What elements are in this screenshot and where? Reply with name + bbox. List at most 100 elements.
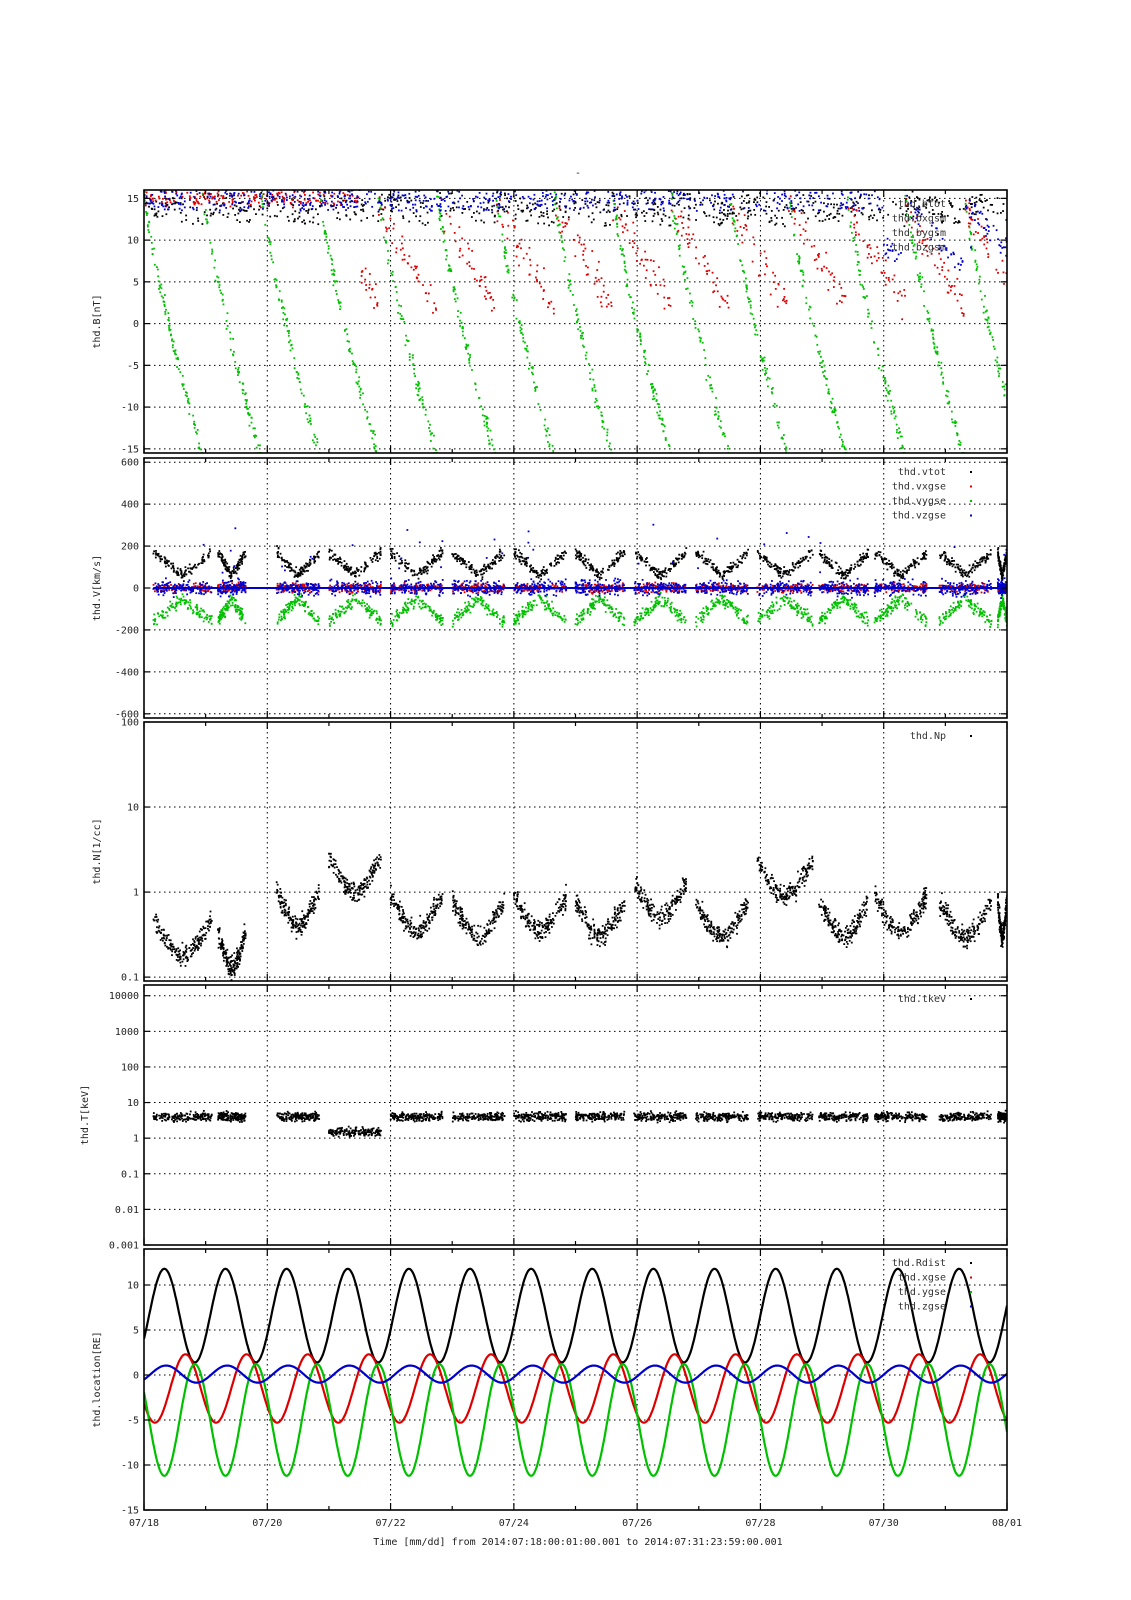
data-point xyxy=(489,562,492,565)
data-point xyxy=(634,208,637,211)
data-point xyxy=(965,210,968,213)
data-point xyxy=(770,565,773,568)
data-point xyxy=(718,305,721,308)
data-point xyxy=(232,353,234,356)
data-point xyxy=(289,570,291,572)
data-point xyxy=(404,570,407,573)
data-point xyxy=(439,192,441,194)
data-point xyxy=(695,551,698,554)
data-point xyxy=(193,203,196,206)
data-point xyxy=(755,203,757,206)
data-point xyxy=(914,257,917,260)
data-point xyxy=(812,197,815,199)
data-point xyxy=(441,549,444,552)
data-point xyxy=(876,246,879,249)
data-point xyxy=(378,196,381,199)
data-point xyxy=(788,570,790,573)
data-point xyxy=(347,565,349,568)
data-point xyxy=(987,256,990,258)
data-point xyxy=(980,225,983,228)
data-point xyxy=(544,418,547,421)
data-point xyxy=(197,447,200,449)
data-point xyxy=(802,209,804,212)
data-point xyxy=(899,573,902,576)
data-point xyxy=(287,564,290,567)
data-point xyxy=(528,362,531,365)
data-point xyxy=(785,195,787,198)
data-point xyxy=(921,276,924,279)
data-point xyxy=(561,552,564,554)
data-point xyxy=(442,232,445,235)
data-point xyxy=(438,205,441,207)
data-point xyxy=(478,570,481,573)
data-point xyxy=(904,294,906,297)
data-point xyxy=(853,567,855,570)
data-point xyxy=(965,199,967,202)
data-point xyxy=(391,210,393,213)
data-point xyxy=(223,564,225,567)
data-point xyxy=(891,242,894,245)
data-point xyxy=(859,553,862,556)
data-point xyxy=(453,202,456,205)
data-point xyxy=(353,201,356,204)
data-point xyxy=(532,570,535,572)
data-point xyxy=(291,213,294,216)
data-point xyxy=(1001,380,1004,383)
data-point xyxy=(533,193,536,196)
data-point xyxy=(863,296,866,299)
data-point xyxy=(465,563,468,566)
data-point xyxy=(689,197,692,200)
data-point xyxy=(193,565,196,568)
data-point xyxy=(180,197,183,200)
data-point xyxy=(620,253,623,256)
data-point xyxy=(572,293,574,296)
data-point xyxy=(717,193,719,196)
data-point xyxy=(645,557,648,559)
data-point xyxy=(581,334,583,337)
data-point xyxy=(770,563,773,566)
data-point xyxy=(910,217,913,219)
data-point xyxy=(582,253,584,256)
data-point xyxy=(414,265,416,268)
data-point xyxy=(325,200,328,203)
data-point xyxy=(290,202,292,205)
data-point xyxy=(747,210,750,212)
data-point xyxy=(504,194,506,197)
data-point xyxy=(555,193,558,196)
data-point xyxy=(652,389,655,392)
data-point xyxy=(223,561,226,564)
data-point xyxy=(548,224,550,227)
data-point xyxy=(741,561,743,564)
data-point xyxy=(331,258,334,261)
data-point xyxy=(559,231,562,234)
data-point xyxy=(153,214,156,217)
data-point xyxy=(369,296,372,299)
data-point xyxy=(305,203,308,206)
data-point xyxy=(975,269,978,272)
data-point xyxy=(610,564,613,567)
data-point xyxy=(286,560,288,563)
data-point xyxy=(682,216,685,219)
data-point xyxy=(169,328,172,331)
data-point xyxy=(824,218,827,221)
data-point xyxy=(841,445,844,448)
data-point xyxy=(189,567,192,570)
data-point xyxy=(422,202,424,205)
data-point xyxy=(659,223,662,226)
data-point xyxy=(459,247,462,250)
data-point xyxy=(215,200,218,203)
data-point xyxy=(235,567,237,570)
data-point xyxy=(184,570,187,572)
data-point xyxy=(745,554,748,557)
data-point xyxy=(230,573,233,575)
data-point xyxy=(776,201,779,204)
data-point xyxy=(307,209,310,212)
data-point xyxy=(276,552,279,555)
data-point xyxy=(286,330,289,333)
data-point xyxy=(528,273,531,276)
data-point xyxy=(626,215,628,217)
data-point xyxy=(226,193,228,195)
data-point xyxy=(658,403,660,406)
data-point xyxy=(940,371,943,374)
